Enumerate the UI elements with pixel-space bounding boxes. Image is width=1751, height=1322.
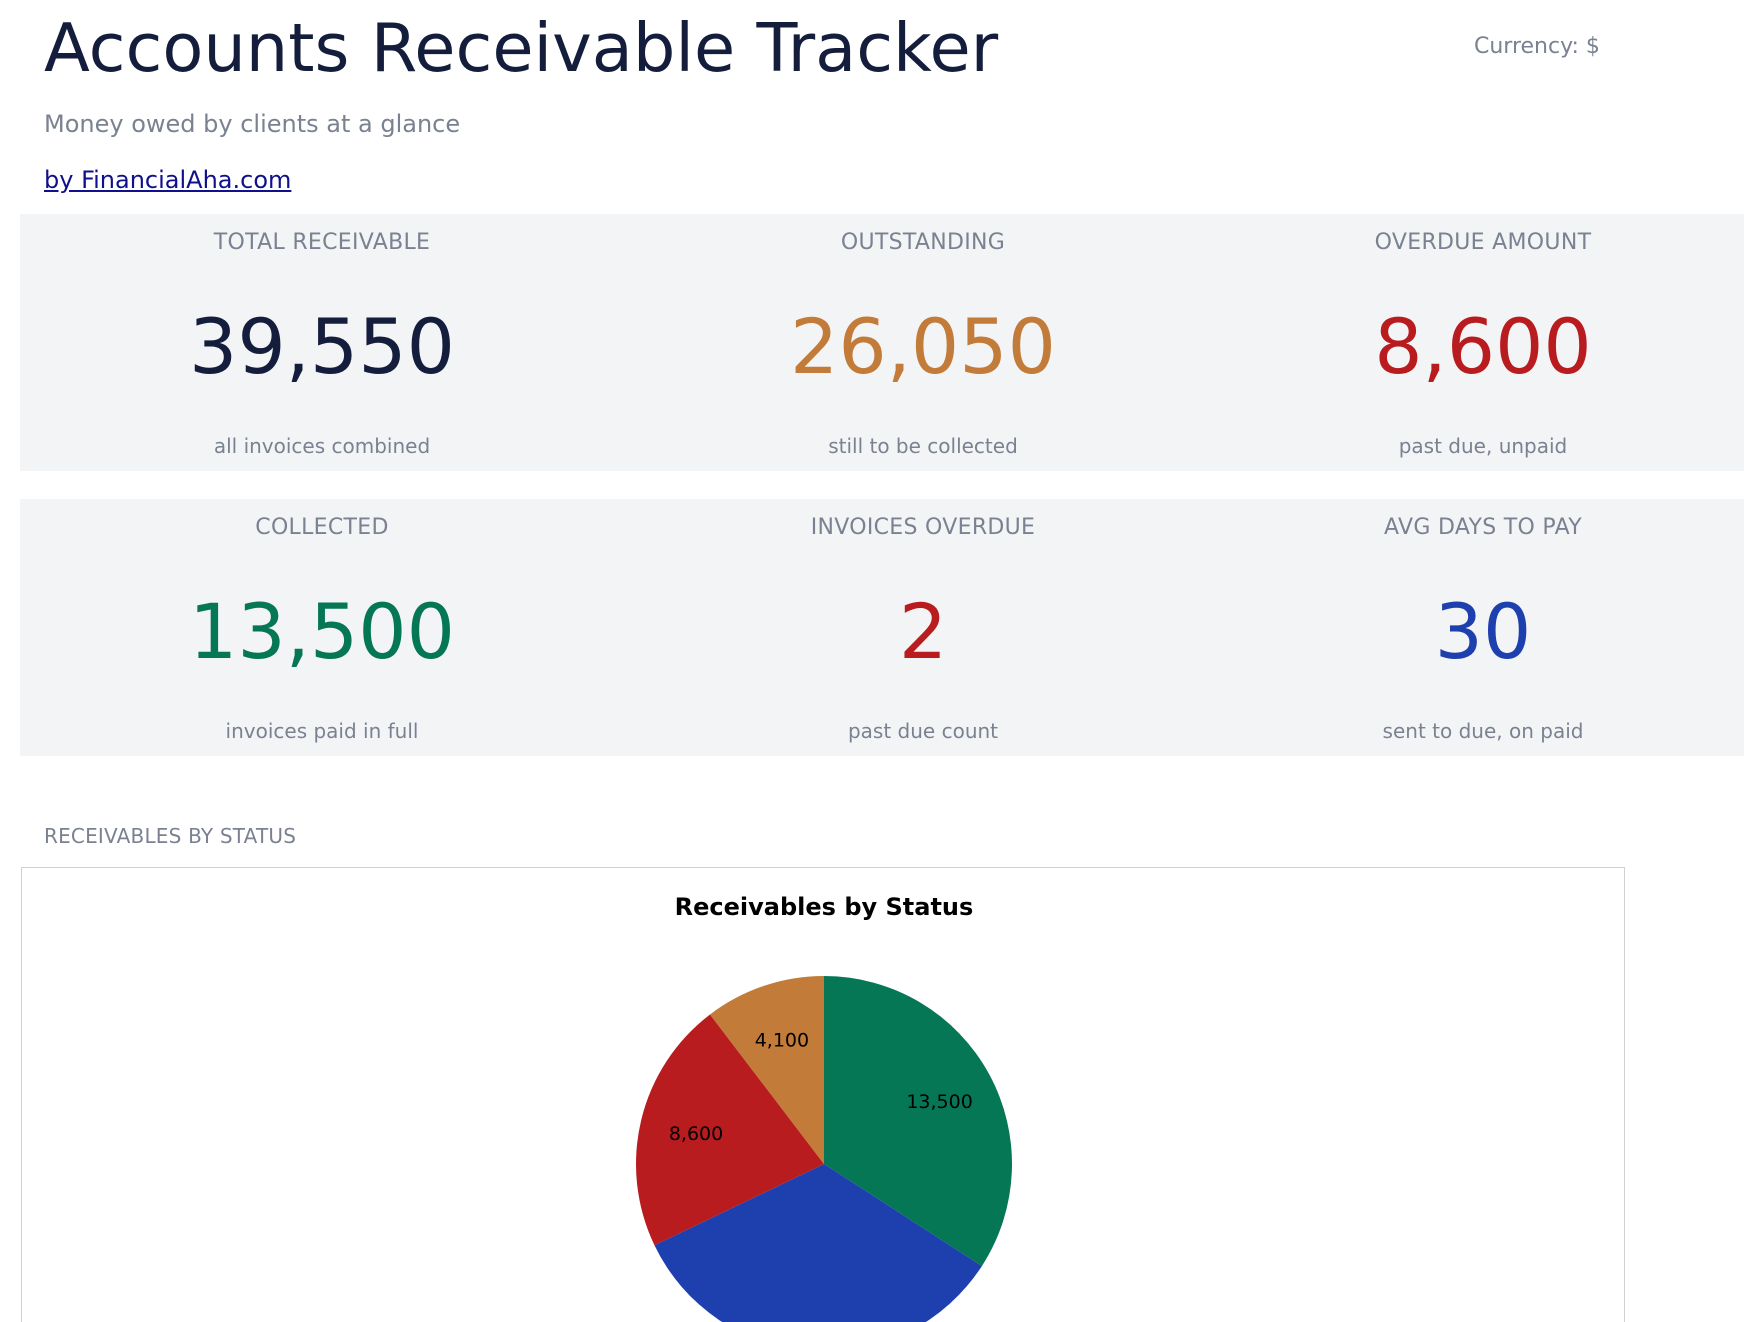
kpi-note: past due, unpaid — [1398, 434, 1568, 458]
kpi-outstanding: OUTSTANDING 26,050 still to be collected — [643, 214, 1203, 471]
kpi-overdue-amount: OVERDUE AMOUNT 8,600 past due, unpaid — [1203, 214, 1751, 471]
chart-title: Receivables by Status — [675, 893, 974, 921]
kpi-label: OVERDUE AMOUNT — [1374, 230, 1592, 255]
chart-panel: Receivables by Status 13,500 8,600 4,100 — [21, 867, 1625, 1322]
currency-indicator: Currency: $ — [1474, 34, 1600, 59]
kpi-note: still to be collected — [828, 434, 1018, 458]
kpi-label: OUTSTANDING — [840, 230, 1006, 255]
kpi-label: COLLECTED — [255, 515, 389, 540]
kpi-invoices-overdue: INVOICES OVERDUE 2 past due count — [643, 499, 1203, 756]
kpi-total-receivable: TOTAL RECEIVABLE 39,550 all invoices com… — [42, 214, 602, 471]
brand-link[interactable]: by FinancialAha.com — [44, 166, 292, 194]
kpi-note: past due count — [847, 719, 999, 743]
kpi-avg-days-to-pay: AVG DAYS TO PAY 30 sent to due, on paid — [1203, 499, 1751, 756]
pie-slice — [710, 976, 824, 1164]
kpi-value: 8,600 — [1374, 302, 1592, 391]
page-title: Accounts Receivable Tracker — [44, 9, 999, 87]
kpi-value: 30 — [1434, 587, 1532, 676]
kpi-value: 39,550 — [189, 302, 455, 391]
kpi-collected: COLLECTED 13,500 invoices paid in full — [42, 499, 602, 756]
kpi-note: sent to due, on paid — [1382, 719, 1584, 743]
kpi-note: invoices paid in full — [225, 719, 419, 743]
kpi-value: 2 — [898, 587, 948, 676]
page-subtitle: Money owed by clients at a glance — [44, 110, 461, 138]
kpi-row-1: TOTAL RECEIVABLE 39,550 all invoices com… — [20, 214, 1744, 471]
kpi-label: AVG DAYS TO PAY — [1384, 515, 1582, 540]
pie-slice — [636, 1014, 824, 1246]
kpi-label: TOTAL RECEIVABLE — [213, 230, 431, 255]
kpi-value: 13,500 — [189, 587, 455, 676]
kpi-value: 26,050 — [790, 302, 1056, 391]
pie-slice-label: 4,100 — [755, 1029, 809, 1051]
pie-slice — [824, 976, 1012, 1267]
pie-slice — [654, 1164, 982, 1322]
kpi-row-2: COLLECTED 13,500 invoices paid in full I… — [20, 499, 1744, 756]
section-label: RECEIVABLES BY STATUS — [44, 824, 297, 848]
pie-slice-label: 13,500 — [906, 1091, 972, 1113]
kpi-note: all invoices combined — [213, 434, 431, 458]
kpi-label: INVOICES OVERDUE — [810, 515, 1036, 540]
pie-slice-label: 8,600 — [669, 1123, 723, 1145]
pie-chart: Receivables by Status 13,500 8,600 4,100 — [636, 893, 1012, 1322]
